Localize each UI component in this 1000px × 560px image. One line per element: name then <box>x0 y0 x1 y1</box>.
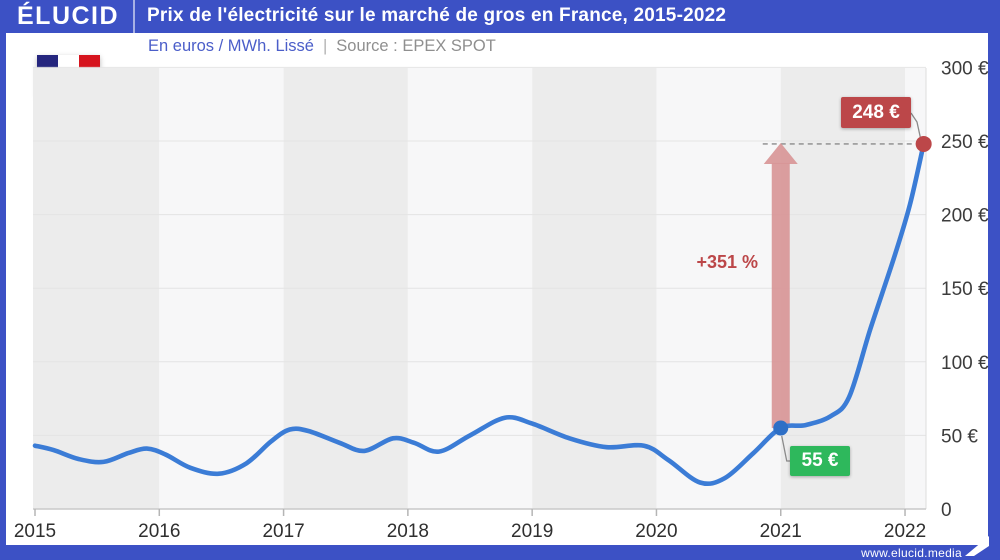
x-tick-label: 2017 <box>262 521 304 542</box>
data-point-dots <box>773 135 932 436</box>
footer-bar <box>0 545 1000 560</box>
subtitle-separator: | <box>322 37 328 55</box>
x-tick-label: 2019 <box>511 521 553 542</box>
price-line-path <box>32 141 926 487</box>
y-tick-label: 250 € <box>941 132 989 153</box>
x-axis: 2015 2016 2017 2018 2019 2020 2021 2022 <box>14 508 926 542</box>
y-axis-labels: 300 € 250 € 200 € 150 € 100 € 50 € 0 <box>941 58 989 521</box>
arrow-shaft <box>771 162 790 429</box>
y-tick-label: 200 € <box>941 206 989 227</box>
y-tick-label: 150 € <box>941 279 989 300</box>
x-tick-label: 2016 <box>138 521 180 542</box>
x-tick-label: 2022 <box>884 521 926 542</box>
start-badge-connector <box>781 435 790 462</box>
start-value-badge: 55 € <box>790 446 850 476</box>
price-line <box>32 141 926 487</box>
x-tick-label: 2020 <box>635 521 677 542</box>
x-tick-label: 2018 <box>387 521 429 542</box>
y-tick-label: 50 € <box>941 426 978 447</box>
percent-change-label: +351 % <box>696 252 758 272</box>
y-tick-label: 0 <box>941 500 952 521</box>
logo-divider <box>133 0 135 33</box>
increase-arrow <box>763 142 798 429</box>
elucid-logo: ÉLUCID <box>17 2 120 30</box>
page-title: Prix de l'électricité sur le marché de g… <box>147 5 727 26</box>
y-tick-label: 300 € <box>941 58 989 79</box>
end-value-badge: 248 € <box>841 97 911 128</box>
elucid-arrow-icon <box>965 536 989 556</box>
footer-url: www.elucid.media <box>861 546 962 560</box>
top-bar: ÉLUCID Prix de l'électricité sur le marc… <box>0 0 1000 33</box>
unit-label: En euros / MWh. Lissé <box>148 37 314 55</box>
x-tick-label: 2021 <box>760 521 802 542</box>
chart-subtitle: En euros / MWh. Lissé | Source : EPEX SPOT <box>148 37 496 56</box>
end-badge-connector <box>910 112 922 140</box>
end-point-dot <box>915 135 932 152</box>
arrow-head <box>763 142 798 164</box>
source-label: Source : EPEX SPOT <box>336 37 496 55</box>
x-tick-label: 2015 <box>14 521 56 542</box>
y-tick-label: 100 € <box>941 353 989 374</box>
connector-lines <box>781 112 922 462</box>
start-point-dot <box>773 420 789 436</box>
